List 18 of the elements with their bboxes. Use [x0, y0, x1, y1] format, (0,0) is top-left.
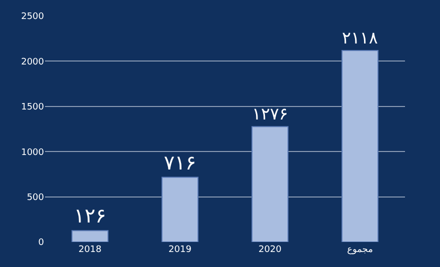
x-tick-label: 2019 [168, 245, 192, 255]
x-tick-label: 2018 [78, 245, 102, 255]
data-label: ۱۲۷۶ [252, 103, 288, 124]
data-label: ۷۱۶ [164, 150, 196, 174]
data-label: ۱۲۶ [74, 204, 106, 228]
bar [342, 50, 378, 242]
y-tick-label: 500 [26, 192, 44, 203]
bar [72, 230, 108, 242]
y-tick-label: 1500 [21, 102, 44, 113]
y-tick-label: 0 [38, 238, 44, 248]
y-tick-label: 2500 [21, 12, 44, 22]
bar [162, 176, 198, 242]
y-tick-label: 2000 [21, 57, 44, 68]
bar [252, 126, 288, 242]
x-tick-label: مجموع [347, 245, 374, 255]
y-tick-label: 1000 [21, 148, 44, 158]
data-label: ۲۱۱۸ [342, 28, 378, 48]
x-tick-label: 2020 [258, 245, 282, 255]
